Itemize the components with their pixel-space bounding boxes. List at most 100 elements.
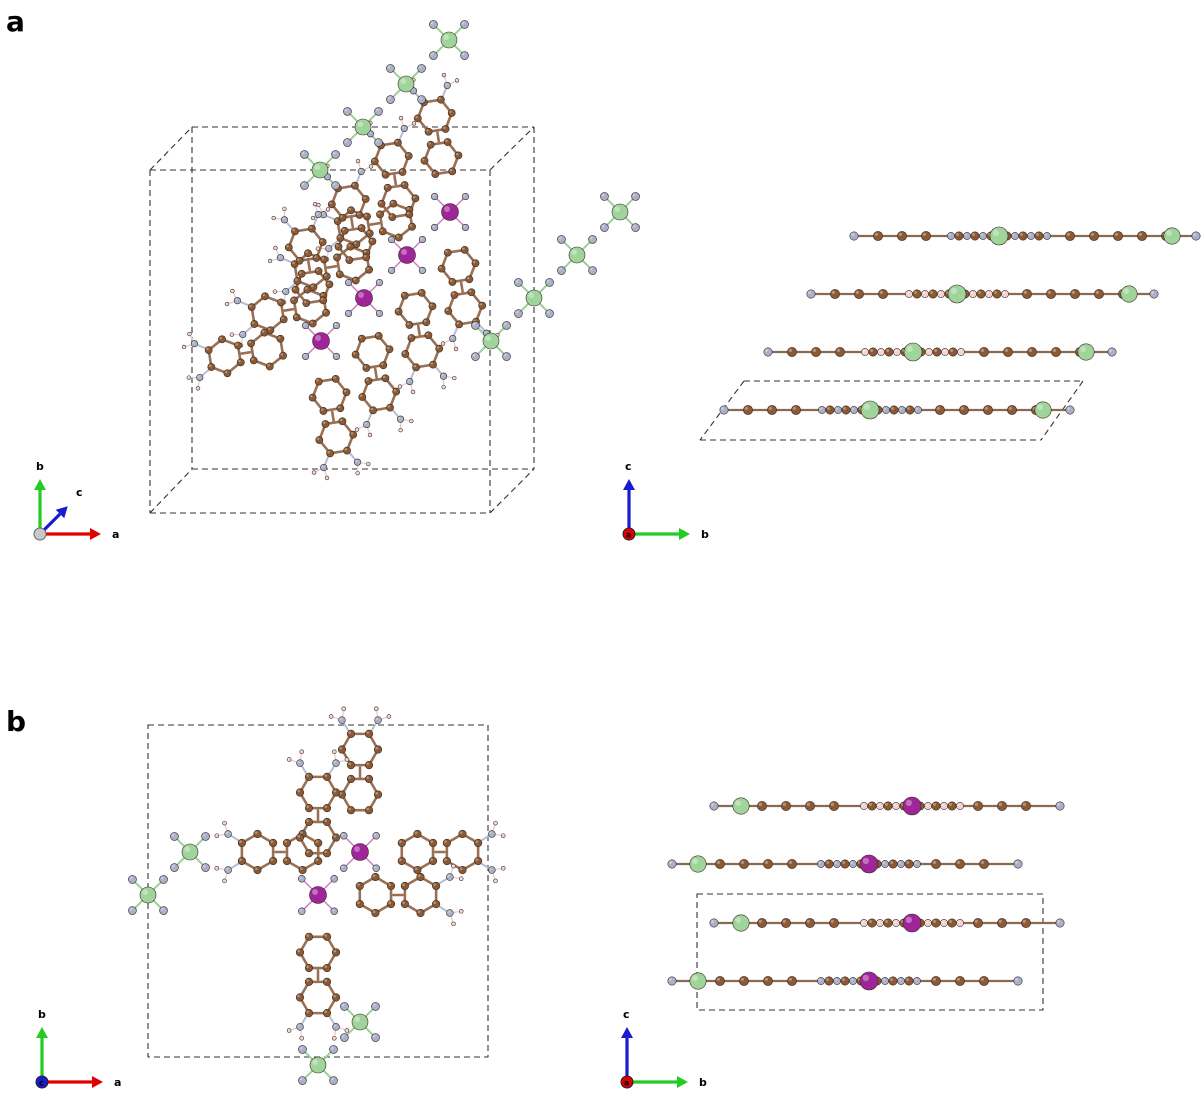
carbon-atom-shine xyxy=(320,297,324,301)
carbon-atom xyxy=(304,963,314,973)
carbon-atom-body xyxy=(474,838,483,848)
hydrogen-atom-body xyxy=(452,375,457,381)
nitrogen-atom-body xyxy=(600,223,609,232)
carbon-atom xyxy=(955,976,965,986)
hydrogen-atom-shine xyxy=(442,73,444,76)
carbon-atom xyxy=(290,296,298,305)
carbon-atom xyxy=(474,856,483,866)
nitrogen-atom xyxy=(471,321,480,330)
carbon-atom xyxy=(947,918,957,928)
carbon-atom-body xyxy=(904,859,914,869)
carbon-atom-body xyxy=(378,227,387,236)
nitrogen-atom-body xyxy=(332,321,341,330)
carbon-atom-shine xyxy=(333,789,337,793)
axis-arrowhead xyxy=(679,528,690,540)
nitrogen-atom-shine xyxy=(129,876,133,880)
hydrogen-atom xyxy=(493,820,498,826)
carbon-atom-shine xyxy=(346,257,350,261)
green-metal-atom-shine xyxy=(1166,230,1172,237)
carbon-atom xyxy=(331,788,341,797)
hydrogen-atom-body xyxy=(500,833,506,838)
carbon-atom-shine xyxy=(406,211,410,215)
hydrogen-atom-shine xyxy=(345,1029,347,1031)
nitrogen-atom-shine xyxy=(283,289,286,292)
carbon-atom-body xyxy=(458,829,467,839)
purple-metal-atom xyxy=(312,332,330,350)
hydrogen-atom-body xyxy=(324,475,330,481)
carbon-atom-body xyxy=(394,233,403,242)
carbon-atom-shine xyxy=(906,978,910,982)
carbon-atom-body xyxy=(824,976,834,986)
nitrogen-atom-shine xyxy=(489,867,492,871)
nitrogen-atom-shine xyxy=(877,803,880,806)
carbon-atom xyxy=(931,801,941,811)
carbon-atom xyxy=(207,363,216,371)
carbon-atom-shine xyxy=(297,834,300,838)
carbon-atom xyxy=(970,231,980,241)
cell-edge xyxy=(1040,380,1084,441)
nitrogen-atom xyxy=(600,223,609,232)
nitrogen-atom-body xyxy=(400,124,408,133)
hydrogen-atom-shine xyxy=(287,758,290,760)
nitrogen-atom xyxy=(332,759,340,767)
nitrogen-atom-shine xyxy=(850,978,853,981)
carbon-atom-shine xyxy=(348,807,351,811)
carbon-atom-shine xyxy=(428,142,431,145)
carbon-atom-body xyxy=(291,285,300,294)
carbon-atom-shine xyxy=(366,762,370,766)
hydrogen-atom-body xyxy=(493,820,498,826)
nitrogen-atom xyxy=(940,919,948,927)
carbon-atom-shine xyxy=(305,250,309,254)
carbon-atom-shine xyxy=(329,201,332,205)
nitrogen-atom xyxy=(1107,347,1117,357)
nitrogen-atom-body xyxy=(340,864,348,872)
carbon-atom xyxy=(465,275,474,284)
carbon-atom-body xyxy=(398,168,407,176)
nitrogen-atom-shine xyxy=(1015,861,1019,865)
carbon-atom xyxy=(767,405,777,415)
nitrogen-atom-body xyxy=(298,1045,307,1054)
nitrogen-atom-shine xyxy=(344,108,348,112)
carbon-atom-body xyxy=(467,288,476,297)
carbon-atom-body xyxy=(326,449,334,458)
nitrogen-atom-shine xyxy=(341,865,344,869)
carbon-atom xyxy=(373,790,383,799)
nitrogen-atom xyxy=(374,107,383,116)
carbon-atom-body xyxy=(878,289,888,299)
carbon-atom xyxy=(825,405,835,415)
nitrogen-atom-shine xyxy=(461,52,465,56)
carbon-atom-body xyxy=(1027,347,1037,357)
carbon-atom xyxy=(295,833,305,842)
carbon-atom xyxy=(905,405,915,415)
green-metal-atom-body xyxy=(1120,285,1138,303)
carbon-atom-body xyxy=(265,362,274,371)
carbon-atom xyxy=(471,259,480,268)
carbon-atom xyxy=(763,859,773,869)
nitrogen-atom-body xyxy=(276,254,285,262)
nitrogen-atom-body xyxy=(343,107,352,116)
nitrogen-atom-body xyxy=(969,290,977,298)
carbon-atom xyxy=(931,918,941,928)
carbon-atom-body xyxy=(474,856,483,866)
nitrogen-atom-shine xyxy=(463,194,466,197)
nitrogen-atom-shine xyxy=(883,407,886,410)
carbon-atom xyxy=(979,347,989,357)
carbon-atom-shine xyxy=(352,183,355,186)
carbon-atom xyxy=(467,288,476,297)
nitrogen-atom-shine xyxy=(711,803,715,807)
carbon-atom-body xyxy=(715,859,725,869)
carbon-atom xyxy=(314,838,323,848)
carbon-atom-shine xyxy=(451,292,455,295)
carbon-atom-body xyxy=(351,350,360,359)
green-metal-atom-shine xyxy=(1123,288,1129,294)
nitrogen-atom-shine xyxy=(894,349,897,352)
carbon-atom-body xyxy=(1065,231,1075,241)
carbon-atom xyxy=(413,865,422,875)
carbon-atom-shine xyxy=(934,349,938,352)
carbon-atom-body xyxy=(1046,289,1056,299)
carbon-atom xyxy=(840,859,850,869)
carbon-atom-body xyxy=(1003,347,1013,357)
nitrogen-atom xyxy=(418,235,427,244)
nitrogen-atom xyxy=(817,977,825,985)
